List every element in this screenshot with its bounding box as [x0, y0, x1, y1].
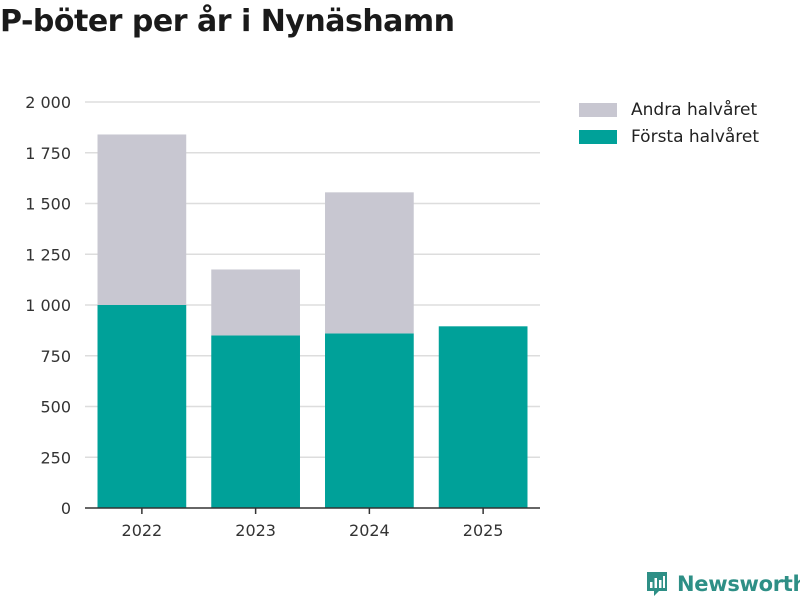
legend-item-first-half[interactable]: Första halvåret	[579, 123, 759, 150]
x-tick-label: 2025	[463, 521, 504, 540]
y-tick-label: 1 750	[25, 144, 71, 163]
brand-logo[interactable]: Newsworthy	[645, 570, 800, 598]
y-tick-label: 1 250	[25, 245, 71, 264]
y-axis-ticks: 0 250 500 750 1 000 1 250 1 500 1 750 2 000	[25, 93, 71, 518]
bar-first-half-2025[interactable]	[438, 326, 528, 508]
bar-second-half-2024[interactable]	[325, 192, 414, 334]
y-tick-label: 2 000	[25, 93, 71, 112]
x-tick-label: 2023	[235, 521, 276, 540]
y-tick-label: 500	[40, 398, 71, 417]
legend: Andra halvåret Första halvåret	[579, 96, 759, 150]
x-tick-label: 2024	[349, 521, 390, 540]
y-tick-label: 0	[61, 499, 71, 518]
bar-first-half-2024[interactable]	[325, 333, 414, 508]
y-tick-label: 750	[40, 347, 71, 366]
y-tick-label: 1 500	[25, 195, 71, 214]
chart-title: P-böter per år i Nynäshamn	[0, 4, 455, 39]
legend-label-second-half: Andra halvåret	[631, 99, 758, 120]
bars	[97, 134, 528, 508]
newsworthy-logo-icon	[647, 572, 667, 596]
legend-label-first-half: Första halvåret	[631, 126, 760, 147]
legend-item-second-half[interactable]: Andra halvåret	[579, 96, 759, 123]
legend-swatch-first-half	[579, 129, 617, 144]
bar-first-half-2023[interactable]	[211, 335, 300, 508]
x-axis-ticks: 2022 2023 2024 2025	[122, 508, 504, 540]
bar-second-half-2023[interactable]	[211, 269, 300, 336]
bar-first-half-2022[interactable]	[97, 305, 187, 508]
brand-name: Newsworthy	[677, 572, 800, 596]
bar-second-half-2022[interactable]	[97, 134, 187, 305]
y-tick-label: 250	[40, 448, 71, 467]
legend-swatch-second-half	[579, 102, 617, 117]
y-tick-label: 1 000	[25, 296, 71, 315]
x-tick-label: 2022	[122, 521, 163, 540]
